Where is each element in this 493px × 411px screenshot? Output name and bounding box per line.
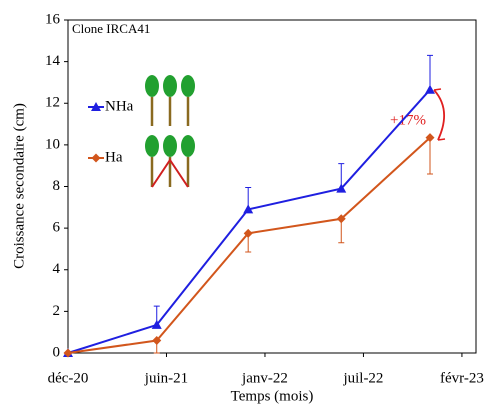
point bbox=[152, 336, 162, 346]
y-axis-title: Croissance secondaire (cm) bbox=[11, 103, 27, 269]
point bbox=[63, 348, 73, 358]
point bbox=[243, 228, 253, 238]
x-tick-label: juin-21 bbox=[144, 370, 188, 386]
x-tick-label: janv-22 bbox=[241, 370, 288, 386]
x-tick-label: févr-23 bbox=[440, 370, 484, 386]
y-tick-label: 4 bbox=[53, 261, 61, 277]
error-bar bbox=[427, 137, 434, 175]
legend-label: NHa bbox=[105, 98, 134, 114]
annotation: Clone IRCA41 bbox=[72, 21, 150, 36]
legend-label: Ha bbox=[105, 149, 123, 165]
x-tick-label: juil-22 bbox=[342, 370, 383, 386]
bracket-tips bbox=[433, 88, 446, 141]
point bbox=[243, 204, 254, 214]
point bbox=[425, 133, 435, 143]
legend-marker bbox=[91, 102, 101, 111]
point bbox=[336, 183, 347, 193]
y-tick-label: 16 bbox=[45, 11, 61, 27]
y-tick-label: 8 bbox=[53, 178, 61, 194]
point bbox=[425, 84, 436, 94]
y-tick-label: 10 bbox=[45, 136, 60, 152]
x-axis-title: Temps (mois) bbox=[231, 388, 314, 404]
y-tick-label: 14 bbox=[45, 53, 61, 69]
bracket bbox=[433, 89, 445, 141]
y-tick-label: 6 bbox=[53, 220, 61, 236]
line bbox=[67, 89, 431, 354]
y-tick-label: 2 bbox=[53, 303, 61, 319]
y-tick-label: 12 bbox=[45, 95, 60, 111]
x-tick-label: déc-20 bbox=[48, 370, 89, 386]
tree-icons bbox=[145, 75, 195, 188]
point bbox=[336, 214, 346, 224]
error-bar bbox=[427, 54, 434, 90]
line bbox=[67, 136, 431, 354]
point bbox=[151, 319, 162, 329]
plot-frame bbox=[67, 19, 477, 354]
y-tick-label: 0 bbox=[53, 344, 61, 360]
legend-marker bbox=[91, 153, 101, 163]
